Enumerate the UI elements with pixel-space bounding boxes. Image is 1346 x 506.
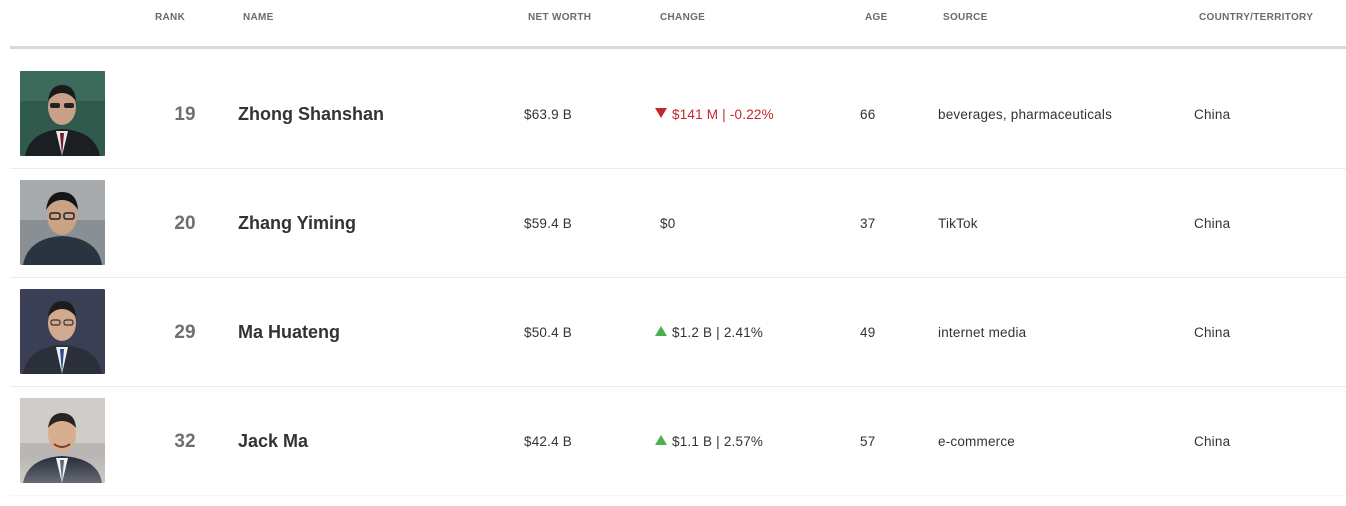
header-net-worth[interactable]: NET WORTH	[528, 12, 592, 23]
person-name-link[interactable]: Zhong Shanshan	[238, 104, 384, 124]
rank-value: 29	[174, 322, 196, 343]
person-photo-icon[interactable]	[20, 289, 105, 374]
change-text: $0	[660, 216, 676, 231]
up-arrow-icon	[655, 326, 667, 336]
source-value: TikTok	[938, 216, 978, 231]
header-country[interactable]: COUNTRY/TERRITORY	[1199, 12, 1314, 23]
change-value: $1.1 B | 2.57%	[655, 434, 763, 449]
age-value: 49	[860, 325, 876, 340]
change-text: $1.1 B | 2.57%	[672, 434, 764, 449]
header-rank[interactable]: RANK	[155, 12, 186, 23]
net-worth-value: $50.4 B	[524, 325, 572, 340]
up-arrow-icon	[655, 435, 667, 445]
source-value: internet media	[938, 325, 1027, 340]
source-value: e-commerce	[938, 434, 1016, 449]
header-age[interactable]: AGE	[865, 12, 888, 23]
age-value: 57	[860, 434, 876, 449]
change-value: $141 M | -0.22%	[655, 107, 774, 122]
rank-value: 32	[174, 431, 196, 452]
person-photo-icon[interactable]	[20, 71, 105, 156]
down-arrow-icon	[655, 108, 667, 118]
change-value: $1.2 B | 2.41%	[655, 325, 763, 340]
header-change[interactable]: CHANGE	[660, 12, 706, 23]
person-photo-icon[interactable]	[20, 398, 105, 483]
rank-value: 19	[174, 104, 196, 125]
person-name-link[interactable]: Jack Ma	[238, 431, 309, 451]
rank-value: 20	[174, 213, 196, 234]
table-row[interactable]: 19 Zhong Shanshan $63.9 B $141 M | -0.22…	[10, 59, 1346, 169]
table-row[interactable]: 29 Ma Huateng $50.4 B $1.2 B | 2.41% 49 …	[10, 277, 1346, 387]
table-header: RANK NAME NET WORTH CHANGE AGE SOURCE CO…	[10, 0, 1346, 49]
country-value: China	[1194, 216, 1231, 231]
person-photo-icon[interactable]	[20, 180, 105, 265]
table-row[interactable]: 32 Jack Ma $42.4 B $1.1 B | 2.57% 57 e-c…	[10, 386, 1346, 496]
net-worth-value: $63.9 B	[524, 107, 572, 122]
country-value: China	[1194, 107, 1231, 122]
header-source[interactable]: SOURCE	[943, 12, 988, 23]
change-text: $141 M | -0.22%	[672, 107, 774, 122]
change-text: $1.2 B | 2.41%	[672, 325, 764, 340]
age-value: 37	[860, 216, 876, 231]
person-name-link[interactable]: Ma Huateng	[238, 322, 341, 342]
net-worth-value: $59.4 B	[524, 216, 572, 231]
table-row[interactable]: 20 Zhang Yiming $59.4 B $0 37 TikTok Chi…	[10, 168, 1346, 278]
change-value: $0	[660, 216, 675, 231]
person-name-link[interactable]: Zhang Yiming	[238, 213, 357, 233]
age-value: 66	[860, 107, 876, 122]
header-name[interactable]: NAME	[243, 12, 274, 23]
country-value: China	[1194, 325, 1231, 340]
source-value: beverages, pharmaceuticals	[938, 107, 1113, 122]
net-worth-value: $42.4 B	[524, 434, 572, 449]
country-value: China	[1194, 434, 1231, 449]
